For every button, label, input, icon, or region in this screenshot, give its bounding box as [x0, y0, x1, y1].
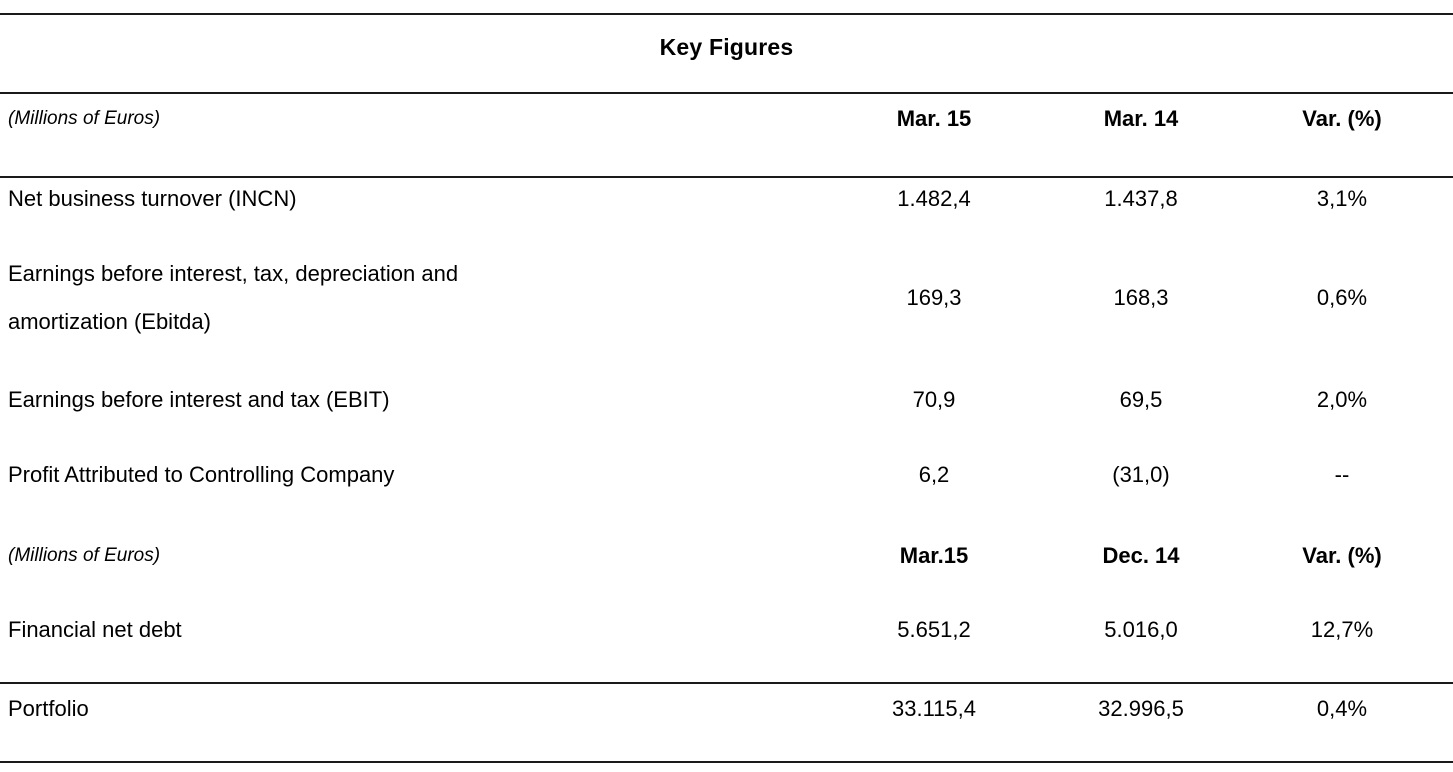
table-row-ebitda: Earnings before interest, tax, depreciat…: [0, 252, 1453, 344]
divider-under-header: [0, 176, 1453, 178]
row-value-col2: 1.437,8: [1104, 186, 1178, 211]
unit-label: (Millions of Euros): [8, 545, 161, 566]
divider-above-portfolio: [0, 682, 1453, 684]
table-row-financial-net-debt: Financial net debt 5.651,2 5.016,0 12,7%: [0, 608, 1453, 652]
unit-label: (Millions of Euros): [8, 108, 161, 129]
row-label: Portfolio: [8, 696, 89, 721]
column-header-mar15: Mar.15: [899, 543, 969, 568]
column-header-dec14: Dec. 14: [1102, 543, 1180, 568]
row-value-col1: 33.115,4: [891, 696, 976, 721]
row-label: Net business turnover (INCN): [8, 186, 297, 211]
table-row-profit-attributed: Profit Attributed to Controlling Company…: [0, 453, 1453, 497]
row-value-col1: 5.651,2: [897, 617, 971, 642]
row-value-col1: 6,2: [918, 462, 950, 487]
row-value-col2: (31,0): [1112, 462, 1170, 487]
row-value-var: 12,7%: [1310, 617, 1374, 642]
table-row-portfolio: Portfolio 33.115,4 32.996,5 0,4%: [0, 687, 1453, 731]
divider-bottom: [0, 761, 1453, 763]
row-value-col2: 69,5: [1119, 387, 1163, 412]
row-value-col1: 169,3: [906, 285, 962, 310]
page-title: Key Figures: [659, 33, 794, 60]
divider-under-title: [0, 92, 1453, 94]
row-label: Profit Attributed to Controlling Company: [8, 462, 395, 487]
column-header-var: Var. (%): [1302, 106, 1382, 131]
column-header-mar15: Mar. 15: [896, 106, 972, 131]
row-value-col2: 5.016,0: [1104, 617, 1178, 642]
title-band: Key Figures: [0, 16, 1453, 78]
row-label: Financial net debt: [8, 617, 182, 642]
divider-top: [0, 13, 1453, 15]
row-value-col1: 70,9: [912, 387, 956, 412]
column-header-mar14: Mar. 14: [1103, 106, 1179, 131]
table-row-net-business-turnover: Net business turnover (INCN) 1.482,4 1.4…: [0, 177, 1453, 221]
row-value-var: 2,0%: [1316, 387, 1368, 412]
section1-header-row: (Millions of Euros) Mar. 15 Mar. 14 Var.…: [0, 97, 1453, 141]
row-value-col1: 1.482,4: [897, 186, 971, 211]
row-label: Earnings before interest and tax (EBIT): [8, 387, 390, 412]
table-row-ebit: Earnings before interest and tax (EBIT) …: [0, 378, 1453, 422]
row-value-col2: 168,3: [1113, 285, 1169, 310]
row-value-var: 0,6%: [1316, 285, 1368, 310]
row-value-var: --: [1334, 462, 1350, 487]
row-value-var: 3,1%: [1316, 186, 1368, 211]
row-value-col2: 32.996,5: [1098, 696, 1184, 721]
section2-header-row: (Millions of Euros) Mar.15 Dec. 14 Var. …: [0, 534, 1453, 578]
row-value-var: 0,4%: [1316, 696, 1368, 721]
column-header-var: Var. (%): [1302, 543, 1382, 568]
row-label: Earnings before interest, tax, depreciat…: [8, 261, 459, 334]
